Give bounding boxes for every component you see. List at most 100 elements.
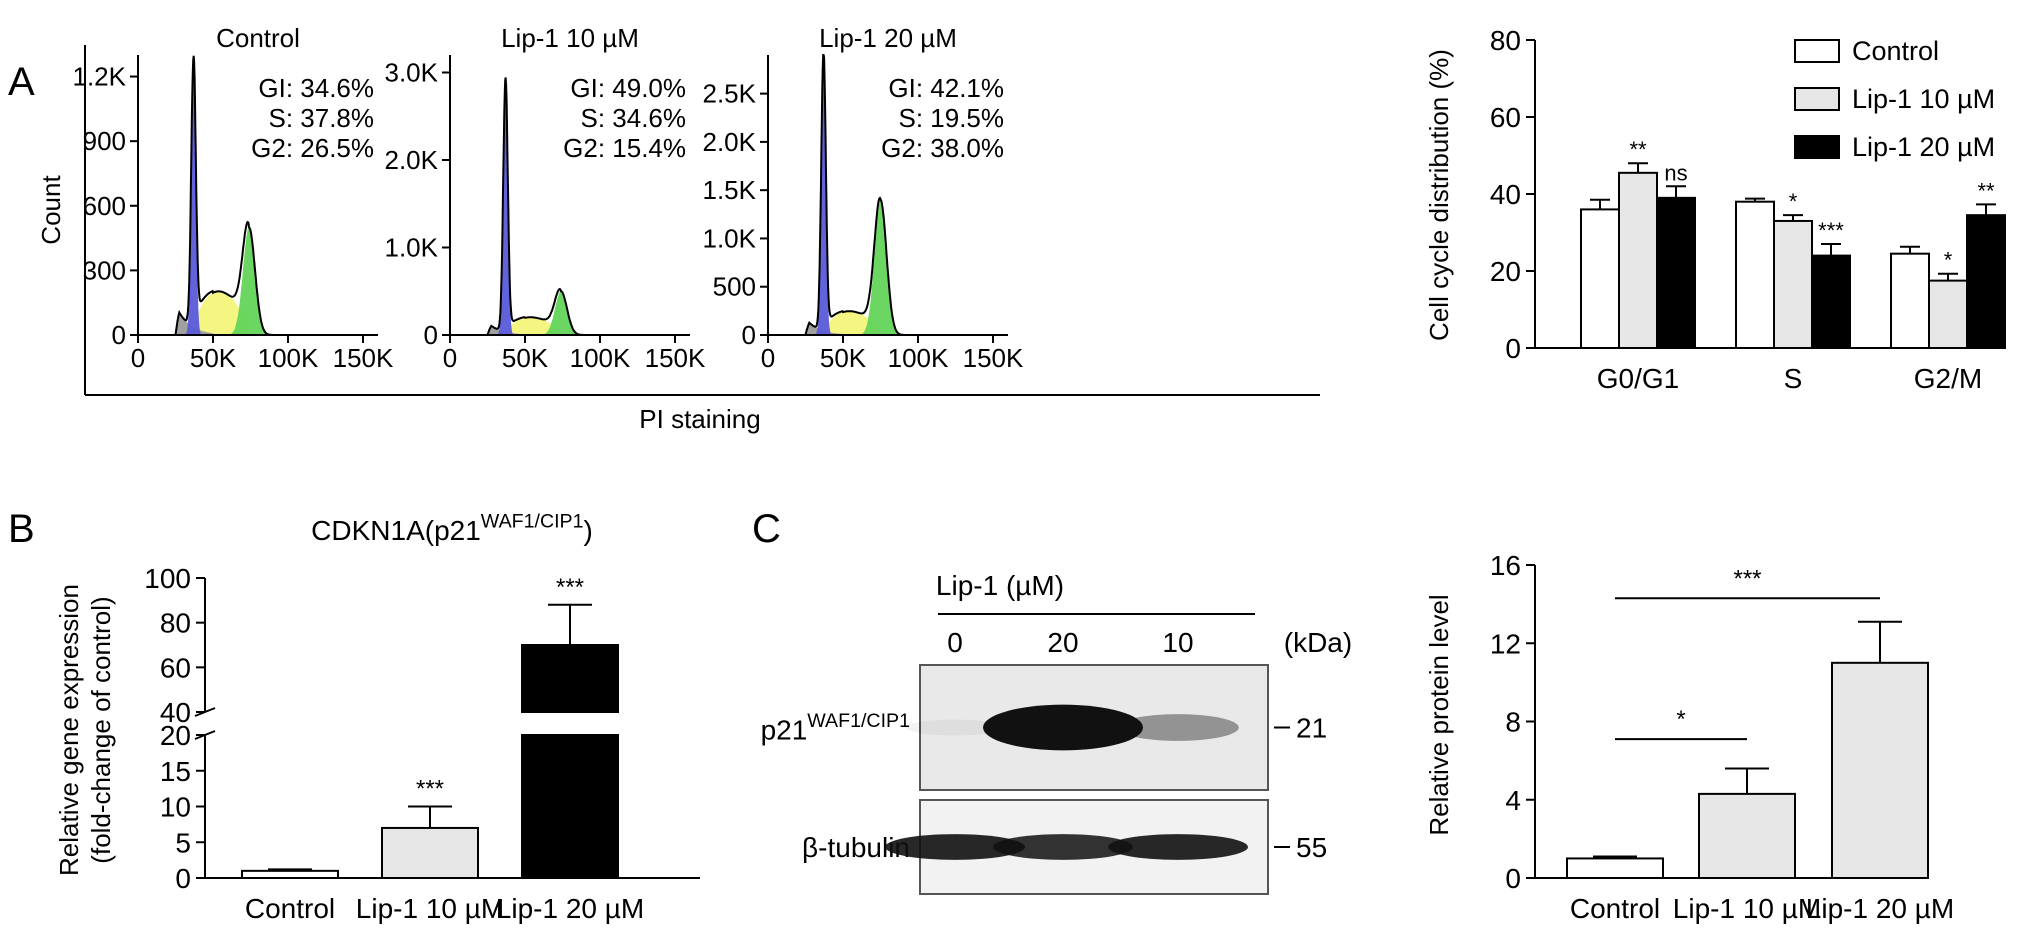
pl-category-label: Lip-1 10 µM — [1673, 893, 1821, 924]
cc-significance: * — [1789, 189, 1798, 214]
hist-stat-0: GI: 42.1% — [888, 73, 1004, 103]
cdk-y-tick-label: 100 — [144, 563, 191, 594]
hist-stat-1: S: 19.5% — [898, 103, 1004, 133]
cdk-y-tick-label: 60 — [160, 652, 191, 683]
hist-x-tick-label: 100K — [258, 343, 319, 373]
hist-x-tick-label: 50K — [820, 343, 867, 373]
cc-legend-swatch — [1794, 135, 1840, 159]
hist-x-tick-label: 0 — [131, 343, 145, 373]
cc-legend-swatch — [1794, 87, 1840, 111]
wb-row-label: p21WAF1/CIP1 — [761, 710, 910, 746]
hist-x-tick-label: 150K — [963, 343, 1024, 373]
hist-stat-2: G2: 26.5% — [251, 133, 374, 163]
cdk-y-tick-label: 15 — [160, 756, 191, 787]
hist-x-tick-label: 100K — [570, 343, 631, 373]
flow-histograms-panel: Count PI staining 0 300 600 900 1.2K 0 50K 100K 15… — [36, 23, 1320, 434]
wb-lane-label: 0 — [947, 627, 963, 658]
g1-peak-area — [480, 81, 600, 335]
wb-lane-label: 10 — [1162, 627, 1193, 658]
hist-y-tick-label: 500 — [713, 272, 756, 302]
cc-bar — [1580, 208, 1620, 349]
cc-y-tick-label: 40 — [1490, 179, 1521, 210]
hist-y-tick-label: 2.0K — [385, 145, 439, 175]
cdk-category-label: Lip-1 20 µM — [496, 893, 644, 924]
hist-x-tick-label: 0 — [443, 343, 457, 373]
hist-x-tick-label: 100K — [888, 343, 949, 373]
flow-histogram-0: 0 300 600 900 1.2K 0 50K 100K 150K Control GI: 34.… — [73, 23, 395, 373]
pl-category-label: Lip-1 20 µM — [1806, 893, 1954, 924]
cdk-significance: *** — [556, 574, 584, 601]
cc-significance: ** — [1977, 178, 1995, 203]
hist-x-tick-label: 150K — [645, 343, 706, 373]
flow-y-label: Count — [36, 175, 66, 245]
hist-y-tick-label: 300 — [83, 255, 126, 285]
wb-header: Lip-1 (µM) — [936, 570, 1064, 601]
flow-x-label: PI staining — [639, 404, 760, 434]
cdk-y-label-1: Relative gene expression — [54, 584, 84, 876]
cdk-bar-upper — [521, 644, 619, 713]
cdk-bar-lower — [521, 734, 619, 879]
protein-level-bar-chart: 0 4 8 12 16 Relative protein level Control Lip-… — [1424, 550, 1954, 924]
hist-stat-0: GI: 49.0% — [570, 73, 686, 103]
g2-peak-area — [480, 291, 600, 335]
cc-y-tick-label: 80 — [1490, 25, 1521, 56]
hist-stat-1: S: 34.6% — [580, 103, 686, 133]
g1-peak-area — [168, 66, 288, 336]
cdk-y-tick-label: 0 — [175, 863, 191, 894]
hist-stat-2: G2: 15.4% — [563, 133, 686, 163]
cdk-category-label: Lip-1 10 µM — [356, 893, 504, 924]
pl-significance: * — [1676, 706, 1685, 733]
pl-y-tick-label: 4 — [1505, 785, 1521, 816]
hist-y-tick-label: 0 — [742, 320, 756, 350]
western-blot-panel: Lip-1 (µM)0 20 10 (kDa)p21WAF1/CIP1 21β-tubu… — [761, 570, 1352, 895]
cdk-y-tick-label: 20 — [160, 720, 191, 751]
cc-bar — [1966, 214, 2006, 349]
wb-band — [1108, 834, 1248, 860]
hist-y-tick-label: 1.5K — [703, 175, 757, 205]
cc-legend-swatch — [1794, 39, 1840, 63]
pl-bar — [1566, 857, 1664, 879]
flow-histogram-1: 0 1.0K 2.0K 3.0K 0 50K 100K 150K Lip-1 10 µM GI: … — [385, 23, 707, 373]
cc-y-label: Cell cycle distribution (%) — [1424, 49, 1454, 341]
cc-bar — [1735, 200, 1775, 349]
cdk-y-tick-label: 5 — [175, 827, 191, 858]
pl-bar — [1831, 661, 1929, 879]
pl-y-tick-label: 16 — [1490, 550, 1521, 581]
hist-y-tick-label: 900 — [83, 126, 126, 156]
cc-bar — [1811, 254, 1851, 350]
pl-y-tick-label: 12 — [1490, 628, 1521, 659]
hist-title: Lip-1 10 µM — [501, 23, 639, 53]
pl-y-tick-label: 8 — [1505, 707, 1521, 738]
hist-y-tick-label: 1.0K — [703, 223, 757, 253]
cdk-y-tick-label: 80 — [160, 608, 191, 639]
pl-y-tick-label: 0 — [1505, 863, 1521, 894]
hist-y-tick-label: 1.2K — [73, 62, 127, 92]
pl-y-label: Relative protein level — [1424, 594, 1454, 835]
cdk-y-tick-label: 40 — [160, 697, 191, 728]
cc-category-label: S — [1784, 363, 1803, 394]
cc-significance: * — [1944, 248, 1953, 273]
pl-category-label: Control — [1570, 893, 1660, 924]
hist-title: Lip-1 20 µM — [819, 23, 957, 53]
cc-significance: ** — [1629, 137, 1647, 162]
g2-peak-area — [168, 227, 288, 335]
wb-band — [905, 719, 1005, 736]
wb-band — [1117, 714, 1239, 741]
panel-letter-a: A — [8, 60, 35, 104]
cc-legend-label: Lip-1 10 µM — [1852, 84, 1995, 114]
cc-y-tick-label: 60 — [1490, 102, 1521, 133]
wb-kda-label: 21 — [1296, 713, 1327, 744]
cell-cycle-bar-chart: 0 20 40 60 80 Cell cycle distribution (%) G0/G… — [1424, 25, 2006, 394]
hist-x-tick-label: 50K — [190, 343, 237, 373]
hist-stat-1: S: 37.8% — [268, 103, 374, 133]
cc-bar — [1928, 279, 1968, 349]
cc-category-label: G0/G1 — [1597, 363, 1679, 394]
cdk-y-tick-label: 10 — [160, 792, 191, 823]
flow-histogram-2: 0 500 1.0K 1.5K 2.0K 2.5K 0 50K 100K 150K Lip-1 20… — [703, 23, 1025, 373]
g2-peak-area — [798, 199, 918, 335]
cc-significance: *** — [1818, 218, 1844, 243]
cdkn1a-bar-chart: CDKN1A(p21WAF1/CIP1) Relative gene expres… — [54, 510, 700, 924]
hist-stat-0: GI: 34.6% — [258, 73, 374, 103]
histogram-outline — [798, 54, 918, 336]
